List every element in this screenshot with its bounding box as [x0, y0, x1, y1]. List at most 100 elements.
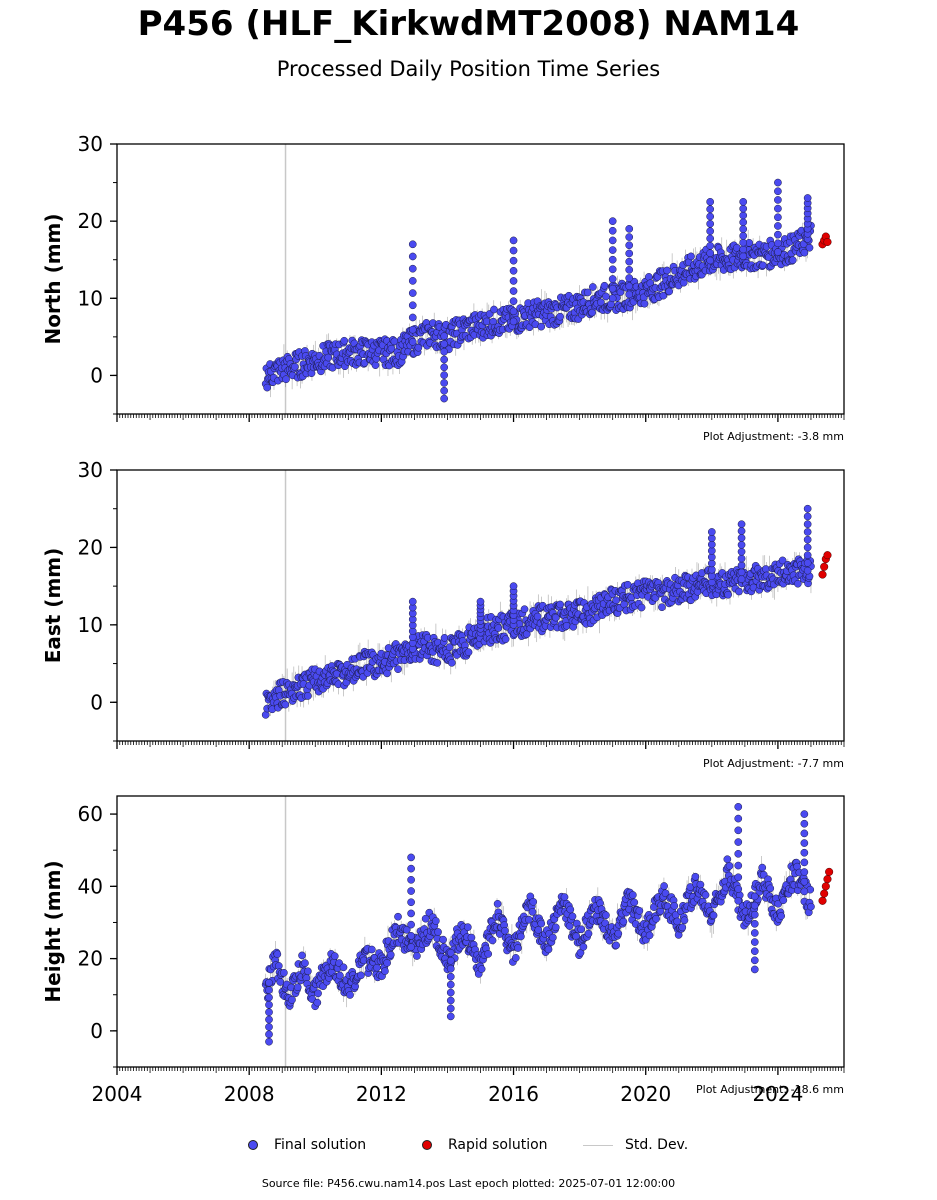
final-solution-point	[696, 880, 705, 889]
rapid-solution-point	[818, 570, 827, 579]
final-solution-point	[408, 301, 417, 310]
north-adjustment: Plot Adjustment: -3.8 mm	[703, 430, 844, 443]
final-solution-point	[509, 236, 518, 245]
final-solution-point	[408, 252, 417, 261]
rapid-solution-points	[818, 551, 832, 579]
final-solution-point	[440, 332, 448, 340]
final-solution-point	[732, 243, 741, 252]
final-solution-point	[788, 256, 797, 264]
final-solution-point	[501, 635, 510, 644]
final-solution-point	[739, 211, 748, 220]
x-tick-label: 2008	[224, 1082, 275, 1106]
final-solution-point	[394, 912, 402, 921]
final-solution-point	[509, 246, 518, 255]
x-tick-label: 2016	[488, 1082, 539, 1106]
final-solution-point	[556, 312, 564, 321]
chart-title: P456 (HLF_KirkwdMT2008) NAM14	[137, 4, 800, 44]
final-solution-point	[750, 892, 759, 901]
final-solution-point	[551, 613, 560, 622]
final-solution-point	[619, 917, 628, 926]
final-solution-point	[734, 802, 743, 811]
x-tick-label: 2012	[356, 1082, 407, 1106]
final-solution-point	[414, 343, 423, 352]
final-solution-point	[330, 952, 339, 960]
final-solution-point	[407, 898, 415, 907]
final-solution-point	[678, 923, 687, 932]
final-solution-point	[509, 277, 518, 285]
final-solution-point	[800, 829, 809, 838]
final-solution-point	[464, 648, 473, 657]
final-solution-point	[645, 931, 654, 940]
final-solution-point	[288, 996, 296, 1004]
final-solution-point	[750, 901, 759, 910]
final-solution-point	[805, 243, 814, 252]
final-solution-point	[263, 383, 272, 392]
final-solution-point	[602, 911, 610, 920]
final-solution-point	[467, 933, 476, 942]
rapid-solution-point	[820, 562, 829, 571]
final-solution-point	[612, 596, 620, 605]
final-solution-point	[670, 902, 679, 910]
final-solution-point	[706, 256, 715, 265]
final-solution-point	[750, 910, 759, 919]
final-solution-point	[739, 218, 748, 227]
final-solution-point	[602, 292, 610, 301]
final-solution-point	[407, 931, 415, 940]
final-solution-point	[803, 566, 812, 575]
final-solution-point	[778, 556, 787, 565]
final-solution-point	[750, 919, 759, 928]
final-solution-point	[440, 363, 448, 372]
final-solution-point	[644, 273, 653, 281]
y-tick-label: 20	[78, 209, 103, 233]
final-solution-point	[584, 929, 593, 938]
final-solution-point	[608, 275, 617, 283]
final-solution-point	[408, 264, 417, 273]
final-solution-point	[800, 887, 809, 896]
final-solution-point	[737, 520, 746, 529]
final-solution-point	[680, 916, 689, 925]
final-solution-point	[630, 898, 639, 907]
final-solution-point	[635, 906, 644, 915]
final-solution-point	[446, 1012, 455, 1021]
final-solution-point	[737, 534, 746, 542]
final-solution-point	[494, 624, 503, 632]
final-solution-point	[273, 950, 282, 959]
final-solution-point	[652, 914, 660, 923]
north-panel: North (mm) Plot Adjustment: -3.8 mm 0 10 2…	[41, 132, 845, 443]
final-solution-point	[701, 891, 710, 899]
final-solution-point	[774, 178, 782, 187]
final-solution-point	[381, 967, 389, 975]
source-footer: Source file: P456.cwu.nam14.pos Last epo…	[261, 1177, 676, 1190]
final-solution-point	[565, 922, 574, 930]
final-solution-point	[625, 225, 634, 233]
final-solution-point	[440, 386, 448, 395]
final-solution-point	[734, 896, 743, 905]
final-solution-point	[367, 945, 376, 954]
final-solution-point	[737, 527, 746, 535]
final-solution-point	[407, 887, 415, 895]
final-solution-point	[413, 952, 421, 960]
final-solution-point	[794, 579, 802, 588]
final-solution-point	[774, 248, 782, 256]
rapid-solution-point	[825, 867, 834, 876]
final-solution-point	[408, 313, 417, 322]
y-tick-label: 10	[78, 613, 103, 637]
final-solution-point	[265, 993, 273, 1002]
final-solution-point	[484, 950, 493, 958]
final-solution-point	[774, 196, 782, 204]
legend-final-label: Final solution	[274, 1137, 367, 1153]
final-solution-point	[766, 884, 775, 893]
final-solution-point	[434, 928, 442, 936]
final-solution-point	[663, 266, 671, 275]
final-solution-point	[577, 925, 586, 934]
final-solution-point	[265, 1000, 273, 1009]
final-solution-point	[628, 891, 637, 899]
final-solution-point	[750, 938, 759, 946]
rapid-solution-point	[823, 875, 832, 884]
final-solution-point	[433, 659, 442, 667]
final-solution-point	[625, 233, 634, 241]
final-solution-point	[445, 643, 454, 652]
final-solution-point	[304, 967, 312, 976]
final-solution-point	[566, 905, 575, 914]
final-solution-point	[723, 855, 732, 864]
